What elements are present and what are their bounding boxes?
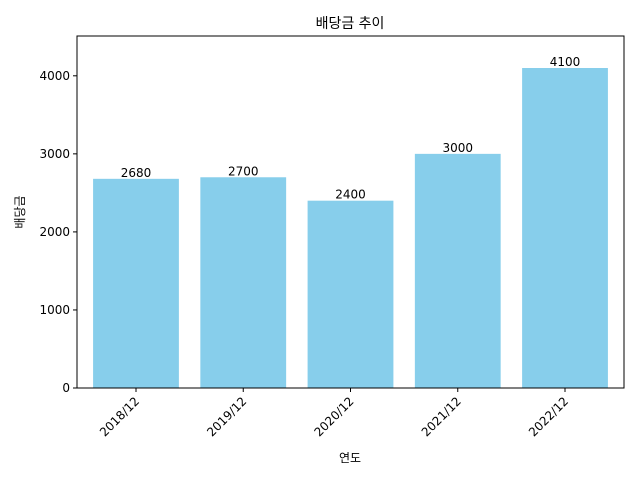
bars-group	[93, 68, 608, 388]
x-tick-label-2020/12: 2020/12	[311, 394, 356, 439]
data-label-2022/12: 4100	[550, 55, 581, 69]
y-tick-label-2000: 2000	[39, 225, 70, 239]
bar-2019/12	[200, 177, 287, 388]
y-axis-label: 배당금	[13, 195, 27, 228]
data-label-2021/12: 3000	[442, 141, 473, 155]
bar-2021/12	[414, 153, 501, 388]
data-labels-group: 2680 2700 2400 3000 4100	[121, 55, 581, 202]
x-axis-ticks: 2018/12 2019/12 2020/12 2021/12 2022/12	[97, 388, 571, 439]
x-tick-label-2022/12: 2022/12	[526, 394, 571, 439]
data-label-2019/12: 2700	[228, 164, 259, 178]
chart-title: 배당금 추이	[316, 16, 385, 32]
x-tick-label-2018/12: 2018/12	[97, 394, 142, 439]
bar-2022/12	[522, 68, 608, 388]
x-tick-label-2021/12: 2021/12	[419, 394, 464, 439]
x-tick-label-2019/12: 2019/12	[204, 394, 249, 439]
bar-2018/12	[93, 178, 179, 388]
y-tick-label-4000: 4000	[39, 69, 70, 83]
plot-area-frame	[76, 35, 625, 389]
y-axis-ticks: 0 1000 2000 3000 4000	[39, 69, 77, 395]
data-label-2020/12: 2400	[335, 188, 366, 202]
y-tick-label-1000: 1000	[39, 303, 70, 317]
bar-2020/12	[307, 200, 394, 388]
y-tick-label-0: 0	[62, 381, 70, 395]
data-label-2018/12: 2680	[121, 166, 152, 180]
x-axis-label: 연도	[339, 451, 361, 465]
y-tick-label-3000: 3000	[39, 147, 70, 161]
